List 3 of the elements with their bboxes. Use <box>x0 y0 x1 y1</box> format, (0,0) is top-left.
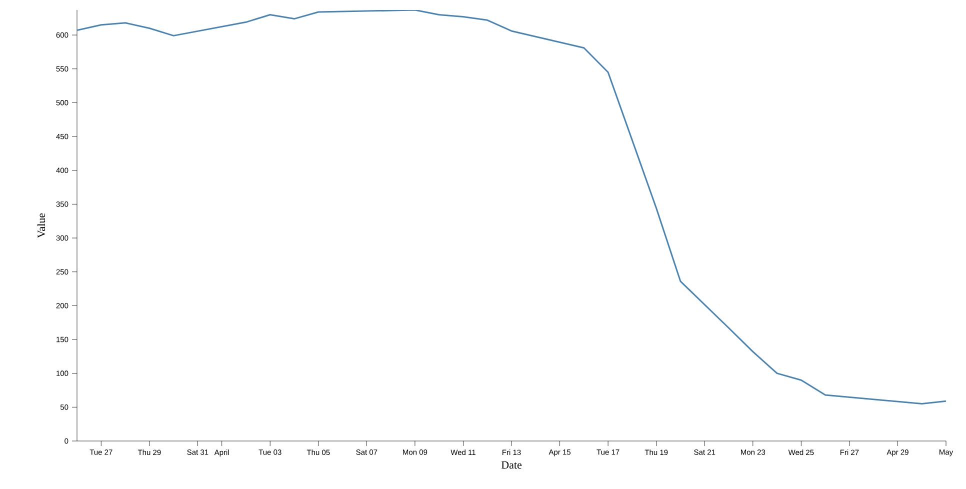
y-axis-title: Value <box>37 213 46 238</box>
x-axis-title: Date <box>501 461 522 469</box>
line-series <box>77 10 946 405</box>
